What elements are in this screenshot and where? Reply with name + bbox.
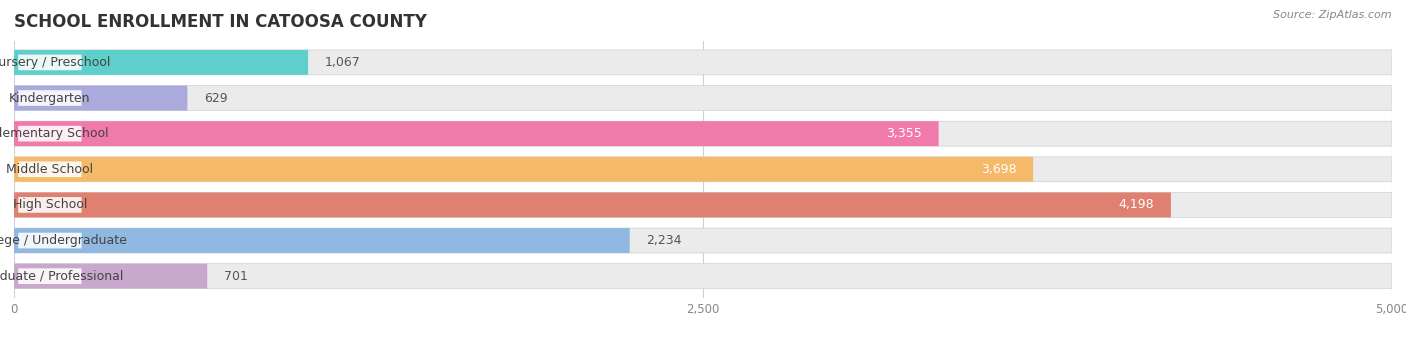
FancyBboxPatch shape xyxy=(18,233,82,248)
Text: Middle School: Middle School xyxy=(6,163,93,176)
Text: 2,234: 2,234 xyxy=(647,234,682,247)
Text: Kindergarten: Kindergarten xyxy=(8,92,90,105)
FancyBboxPatch shape xyxy=(14,121,1392,146)
FancyBboxPatch shape xyxy=(14,86,187,110)
Text: High School: High School xyxy=(13,198,87,211)
Text: Graduate / Professional: Graduate / Professional xyxy=(0,269,124,283)
FancyBboxPatch shape xyxy=(14,264,1392,289)
Text: Source: ZipAtlas.com: Source: ZipAtlas.com xyxy=(1274,10,1392,20)
FancyBboxPatch shape xyxy=(18,161,82,177)
FancyBboxPatch shape xyxy=(18,126,82,142)
FancyBboxPatch shape xyxy=(18,268,82,284)
FancyBboxPatch shape xyxy=(18,55,82,70)
FancyBboxPatch shape xyxy=(14,157,1392,182)
Text: 4,198: 4,198 xyxy=(1119,198,1154,211)
FancyBboxPatch shape xyxy=(14,86,1392,110)
FancyBboxPatch shape xyxy=(14,193,1171,218)
FancyBboxPatch shape xyxy=(18,90,82,106)
FancyBboxPatch shape xyxy=(14,228,1392,253)
Text: College / Undergraduate: College / Undergraduate xyxy=(0,234,127,247)
FancyBboxPatch shape xyxy=(14,193,1392,218)
Text: 1,067: 1,067 xyxy=(325,56,360,69)
Text: SCHOOL ENROLLMENT IN CATOOSA COUNTY: SCHOOL ENROLLMENT IN CATOOSA COUNTY xyxy=(14,13,427,31)
Text: 3,698: 3,698 xyxy=(981,163,1017,176)
FancyBboxPatch shape xyxy=(14,228,630,253)
FancyBboxPatch shape xyxy=(14,157,1033,182)
FancyBboxPatch shape xyxy=(14,50,1392,75)
FancyBboxPatch shape xyxy=(18,197,82,213)
Text: Elementary School: Elementary School xyxy=(0,127,108,140)
Text: 701: 701 xyxy=(224,269,247,283)
FancyBboxPatch shape xyxy=(14,264,207,289)
Text: 629: 629 xyxy=(204,92,228,105)
Text: 3,355: 3,355 xyxy=(886,127,922,140)
FancyBboxPatch shape xyxy=(14,121,939,146)
Text: Nursery / Preschool: Nursery / Preschool xyxy=(0,56,111,69)
FancyBboxPatch shape xyxy=(14,50,308,75)
